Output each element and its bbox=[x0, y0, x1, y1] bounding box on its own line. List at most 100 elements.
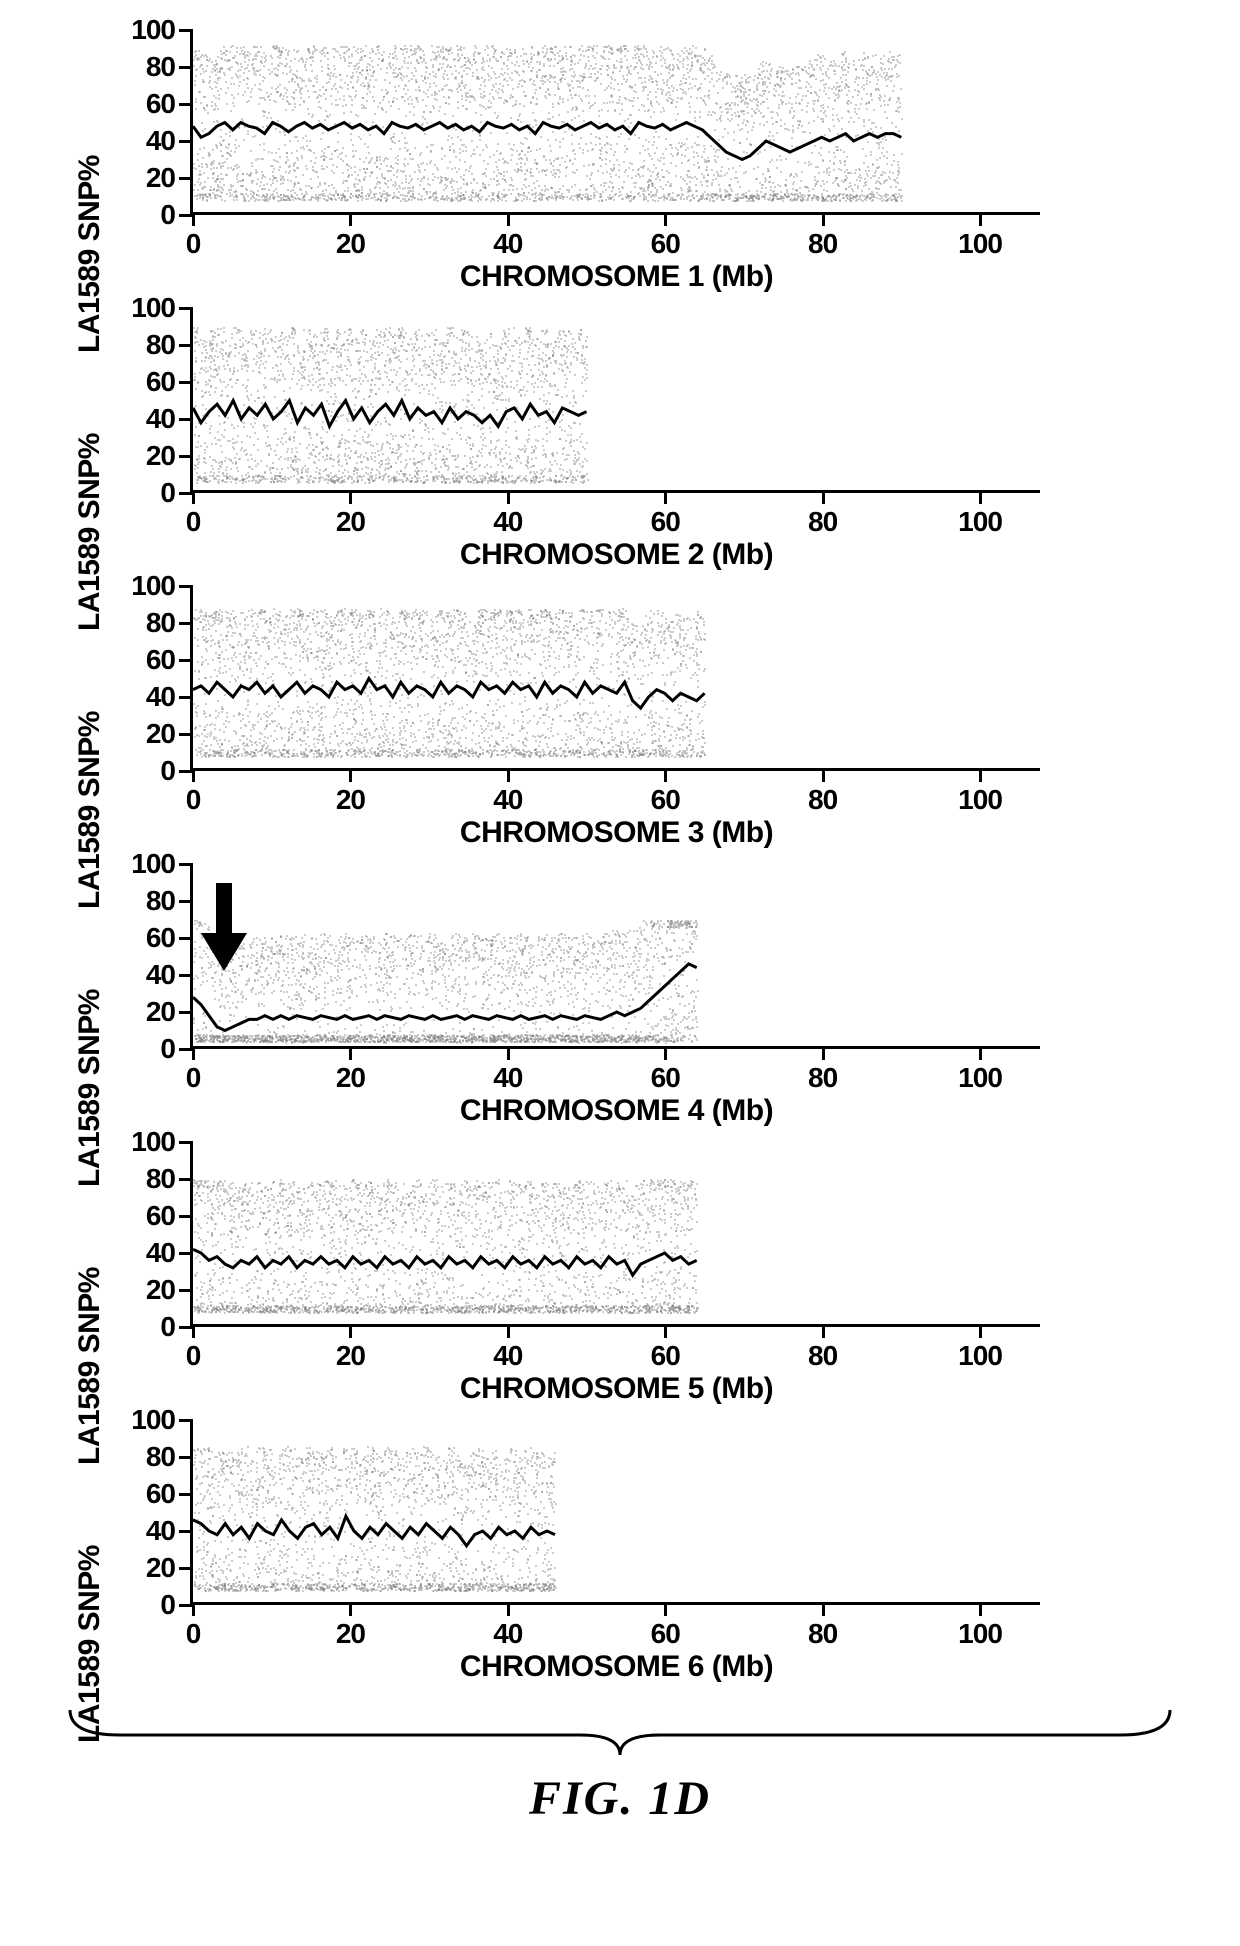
x-tick-label: 0 bbox=[186, 1340, 201, 1372]
trend-line bbox=[193, 30, 1040, 212]
x-tick-label: 100 bbox=[958, 784, 1002, 816]
chart-chr6: LA1589 SNP%020406080100020406080100CHROM… bbox=[100, 1420, 1060, 1670]
y-tick-label: 60 bbox=[146, 1478, 175, 1510]
y-tick-label: 0 bbox=[160, 1589, 175, 1621]
plot-area: 020406080100020406080100CHROMOSOME 6 (Mb… bbox=[190, 1420, 1040, 1605]
chart-chr5: LA1589 SNP%020406080100020406080100CHROM… bbox=[100, 1142, 1060, 1392]
x-tick-label: 20 bbox=[336, 1340, 365, 1372]
x-tick-label: 60 bbox=[651, 506, 680, 538]
y-tick-label: 80 bbox=[146, 1441, 175, 1473]
chart-chr4: LA1589 SNP%020406080100020406080100CHROM… bbox=[100, 864, 1060, 1114]
x-tick-label: 60 bbox=[651, 784, 680, 816]
x-tick-label: 0 bbox=[186, 1618, 201, 1650]
x-axis-label: CHROMOSOME 4 (Mb) bbox=[460, 1094, 773, 1128]
x-tick-label: 40 bbox=[493, 228, 522, 260]
y-tick-label: 80 bbox=[146, 885, 175, 917]
x-tick-label: 80 bbox=[808, 1062, 837, 1094]
x-tick-label: 80 bbox=[808, 784, 837, 816]
y-tick-label: 60 bbox=[146, 88, 175, 120]
y-tick-label: 0 bbox=[160, 477, 175, 509]
x-axis-label: CHROMOSOME 3 (Mb) bbox=[460, 816, 773, 850]
x-tick-label: 60 bbox=[651, 1340, 680, 1372]
y-tick-label: 100 bbox=[131, 570, 175, 602]
x-tick-label: 0 bbox=[186, 784, 201, 816]
x-tick-label: 40 bbox=[493, 784, 522, 816]
y-tick-label: 100 bbox=[131, 1126, 175, 1158]
y-tick-label: 80 bbox=[146, 1163, 175, 1195]
chart-chr1: LA1589 SNP%020406080100020406080100CHROM… bbox=[100, 30, 1060, 280]
x-tick-label: 60 bbox=[651, 228, 680, 260]
y-tick-label: 100 bbox=[131, 292, 175, 324]
y-tick-label: 40 bbox=[146, 959, 175, 991]
x-tick-label: 40 bbox=[493, 1618, 522, 1650]
y-axis-label: LA1589 SNP% bbox=[73, 1545, 107, 1743]
y-tick-label: 100 bbox=[131, 848, 175, 880]
plot-area: 020406080100020406080100CHROMOSOME 1 (Mb… bbox=[190, 30, 1040, 215]
arrow-icon bbox=[199, 883, 249, 973]
x-tick-label: 0 bbox=[186, 228, 201, 260]
y-tick-label: 80 bbox=[146, 329, 175, 361]
x-tick-label: 80 bbox=[808, 1618, 837, 1650]
plot-area: 020406080100020406080100CHROMOSOME 4 (Mb… bbox=[190, 864, 1040, 1049]
x-tick-label: 80 bbox=[808, 228, 837, 260]
y-tick-label: 60 bbox=[146, 1200, 175, 1232]
y-tick-label: 40 bbox=[146, 403, 175, 435]
y-tick-label: 60 bbox=[146, 922, 175, 954]
y-tick-label: 60 bbox=[146, 366, 175, 398]
x-axis-label: CHROMOSOME 1 (Mb) bbox=[460, 260, 773, 294]
y-tick-label: 20 bbox=[146, 162, 175, 194]
y-tick-label: 80 bbox=[146, 607, 175, 639]
x-axis-label: CHROMOSOME 6 (Mb) bbox=[460, 1650, 773, 1684]
x-tick-label: 80 bbox=[808, 506, 837, 538]
plot-area: 020406080100020406080100CHROMOSOME 2 (Mb… bbox=[190, 308, 1040, 493]
plot-area: 020406080100020406080100CHROMOSOME 3 (Mb… bbox=[190, 586, 1040, 771]
y-tick-label: 40 bbox=[146, 1515, 175, 1547]
y-tick-label: 20 bbox=[146, 1552, 175, 1584]
x-tick-label: 80 bbox=[808, 1340, 837, 1372]
x-tick-label: 0 bbox=[186, 506, 201, 538]
x-tick-label: 20 bbox=[336, 506, 365, 538]
chart-chr2: LA1589 SNP%020406080100020406080100CHROM… bbox=[100, 308, 1060, 558]
y-tick-label: 20 bbox=[146, 718, 175, 750]
y-tick-label: 0 bbox=[160, 1311, 175, 1343]
trend-line bbox=[193, 1142, 1040, 1324]
y-tick-label: 40 bbox=[146, 1237, 175, 1269]
x-tick-label: 20 bbox=[336, 784, 365, 816]
y-tick-label: 0 bbox=[160, 199, 175, 231]
y-tick-label: 0 bbox=[160, 1033, 175, 1065]
x-tick-label: 60 bbox=[651, 1618, 680, 1650]
y-tick-label: 20 bbox=[146, 996, 175, 1028]
x-tick-label: 20 bbox=[336, 228, 365, 260]
x-tick-label: 20 bbox=[336, 1618, 365, 1650]
y-tick-label: 80 bbox=[146, 51, 175, 83]
trend-line bbox=[193, 864, 1040, 1046]
x-tick-label: 40 bbox=[493, 506, 522, 538]
trend-line bbox=[193, 586, 1040, 768]
y-tick-label: 40 bbox=[146, 125, 175, 157]
plot-area: 020406080100020406080100CHROMOSOME 5 (Mb… bbox=[190, 1142, 1040, 1327]
y-tick-label: 100 bbox=[131, 1404, 175, 1436]
chart-chr3: LA1589 SNP%020406080100020406080100CHROM… bbox=[100, 586, 1060, 836]
x-tick-label: 40 bbox=[493, 1062, 522, 1094]
trend-line bbox=[193, 1420, 1040, 1602]
y-tick-label: 60 bbox=[146, 644, 175, 676]
x-tick-label: 100 bbox=[958, 1340, 1002, 1372]
y-tick-label: 20 bbox=[146, 440, 175, 472]
x-axis-label: CHROMOSOME 2 (Mb) bbox=[460, 538, 773, 572]
x-tick-label: 100 bbox=[958, 228, 1002, 260]
figure-brace bbox=[60, 1700, 1180, 1760]
y-tick-label: 20 bbox=[146, 1274, 175, 1306]
figure-label: FIG. 1D bbox=[60, 1771, 1180, 1826]
x-tick-label: 100 bbox=[958, 1062, 1002, 1094]
y-tick-label: 0 bbox=[160, 755, 175, 787]
x-tick-label: 40 bbox=[493, 1340, 522, 1372]
x-tick-label: 60 bbox=[651, 1062, 680, 1094]
y-tick-label: 100 bbox=[131, 14, 175, 46]
trend-line bbox=[193, 308, 1040, 490]
x-tick-label: 100 bbox=[958, 1618, 1002, 1650]
x-tick-label: 20 bbox=[336, 1062, 365, 1094]
y-tick-label: 40 bbox=[146, 681, 175, 713]
x-axis-label: CHROMOSOME 5 (Mb) bbox=[460, 1372, 773, 1406]
x-tick-label: 0 bbox=[186, 1062, 201, 1094]
x-tick-label: 100 bbox=[958, 506, 1002, 538]
